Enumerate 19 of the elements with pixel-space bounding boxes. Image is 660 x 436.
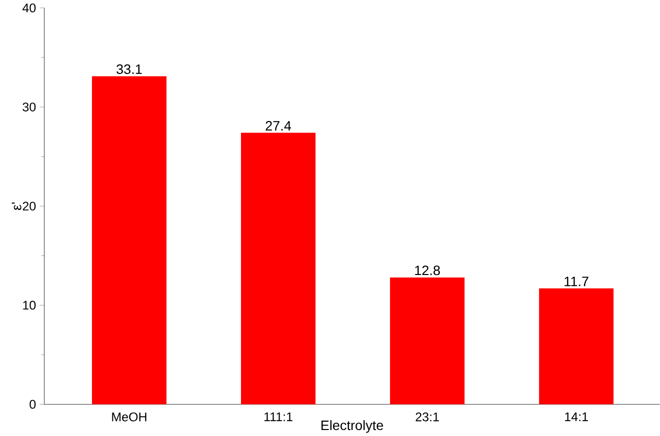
y-axis-title: ε' xyxy=(12,202,22,210)
x-tick-label: 111:1 xyxy=(264,412,292,421)
y-tick-label: 0 xyxy=(30,400,36,409)
bar xyxy=(390,277,465,404)
data-label: 12.8 xyxy=(415,265,440,276)
y-tick-label: 20 xyxy=(22,202,36,210)
y-tick-label: 40 xyxy=(22,3,36,12)
x-tick-label: MeOH xyxy=(112,412,146,422)
bar xyxy=(539,288,614,404)
bar xyxy=(92,76,166,404)
data-label: 33.1 xyxy=(116,64,142,74)
y-tick-label: 30 xyxy=(22,102,36,112)
y-tick-label: 10 xyxy=(23,300,36,310)
x-tick-label: 14:1 xyxy=(565,412,588,421)
x-tick-label: 23:1 xyxy=(416,412,439,422)
x-axis-title: Electrolyte xyxy=(321,420,384,433)
data-label: 27.4 xyxy=(266,120,292,130)
data-label: 11.7 xyxy=(564,276,588,286)
bar xyxy=(240,132,316,404)
